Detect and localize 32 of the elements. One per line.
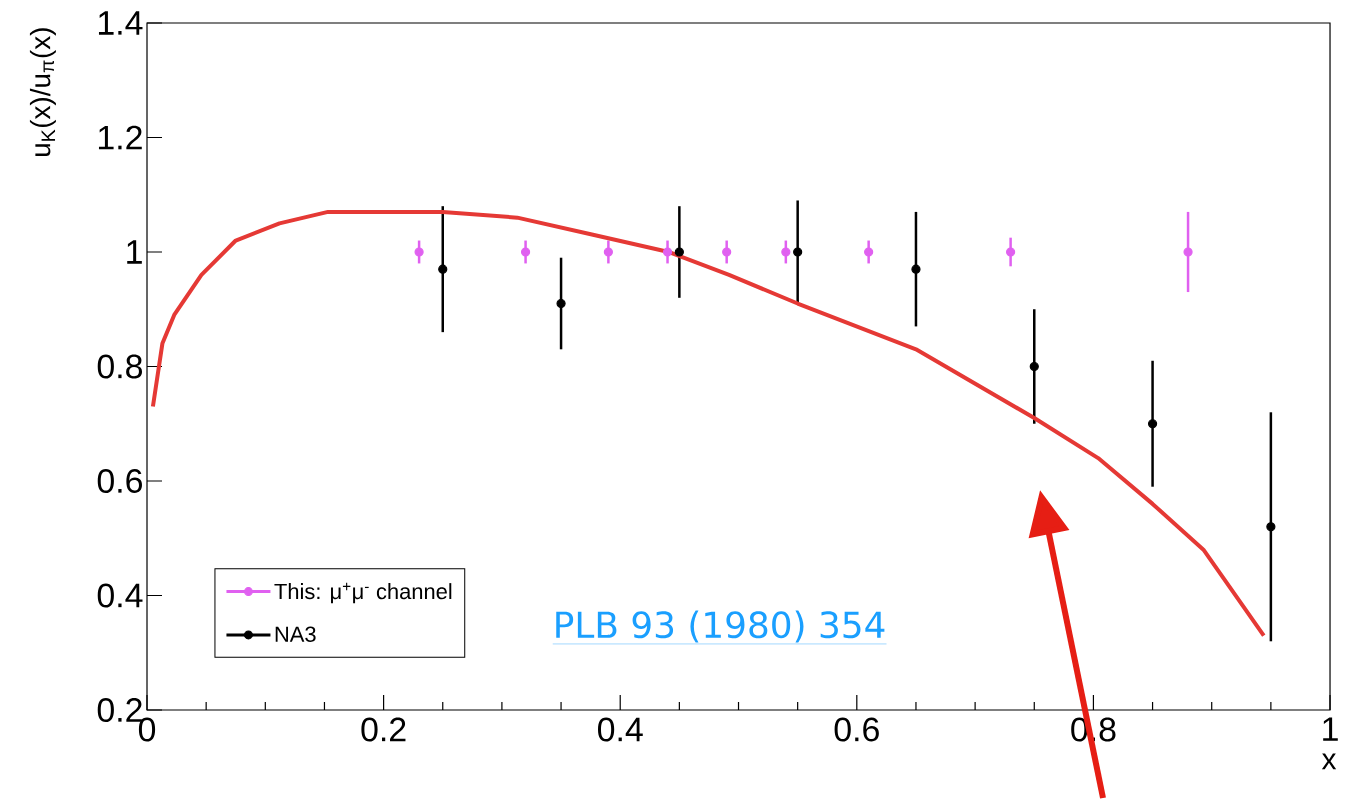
x-tick-label: 1 <box>1323 717 1338 741</box>
annotation: PLB 93 (1980) 354 <box>556 610 885 643</box>
x-tick-label: 0.6 <box>834 717 879 742</box>
point <box>1183 247 1193 257</box>
x-axis-title: x <box>1321 753 1337 770</box>
point <box>662 247 673 257</box>
point <box>1029 361 1039 372</box>
point <box>793 247 803 257</box>
point <box>722 247 732 257</box>
y-tick-label: 1 <box>127 240 142 264</box>
point <box>414 247 424 257</box>
legend-label: This: μ$^{+}$μ$^{-}$ channel <box>274 582 452 604</box>
y-tick-label: 0.4 <box>97 583 143 608</box>
y-tick-label: 0.6 <box>97 469 142 493</box>
point <box>1147 419 1158 429</box>
point <box>864 247 874 257</box>
point <box>674 247 684 257</box>
point <box>1006 247 1016 257</box>
y-tick-label: 0.8 <box>97 354 143 379</box>
x-tick-label: 0.4 <box>598 717 643 742</box>
point <box>603 247 613 257</box>
y-tick-label: 1.4 <box>98 11 143 35</box>
x-tick-label: 0.2 <box>361 717 406 742</box>
point <box>520 247 531 257</box>
point <box>438 264 448 274</box>
point <box>781 247 791 257</box>
legend-label: NA3 <box>275 626 316 643</box>
y-tick-label: 1.2 <box>98 125 142 150</box>
point <box>1266 522 1276 532</box>
point <box>911 264 921 274</box>
point <box>556 298 566 309</box>
y-axis-title: u$_{K}$(x)/u$_{π}$(x) <box>29 28 56 157</box>
